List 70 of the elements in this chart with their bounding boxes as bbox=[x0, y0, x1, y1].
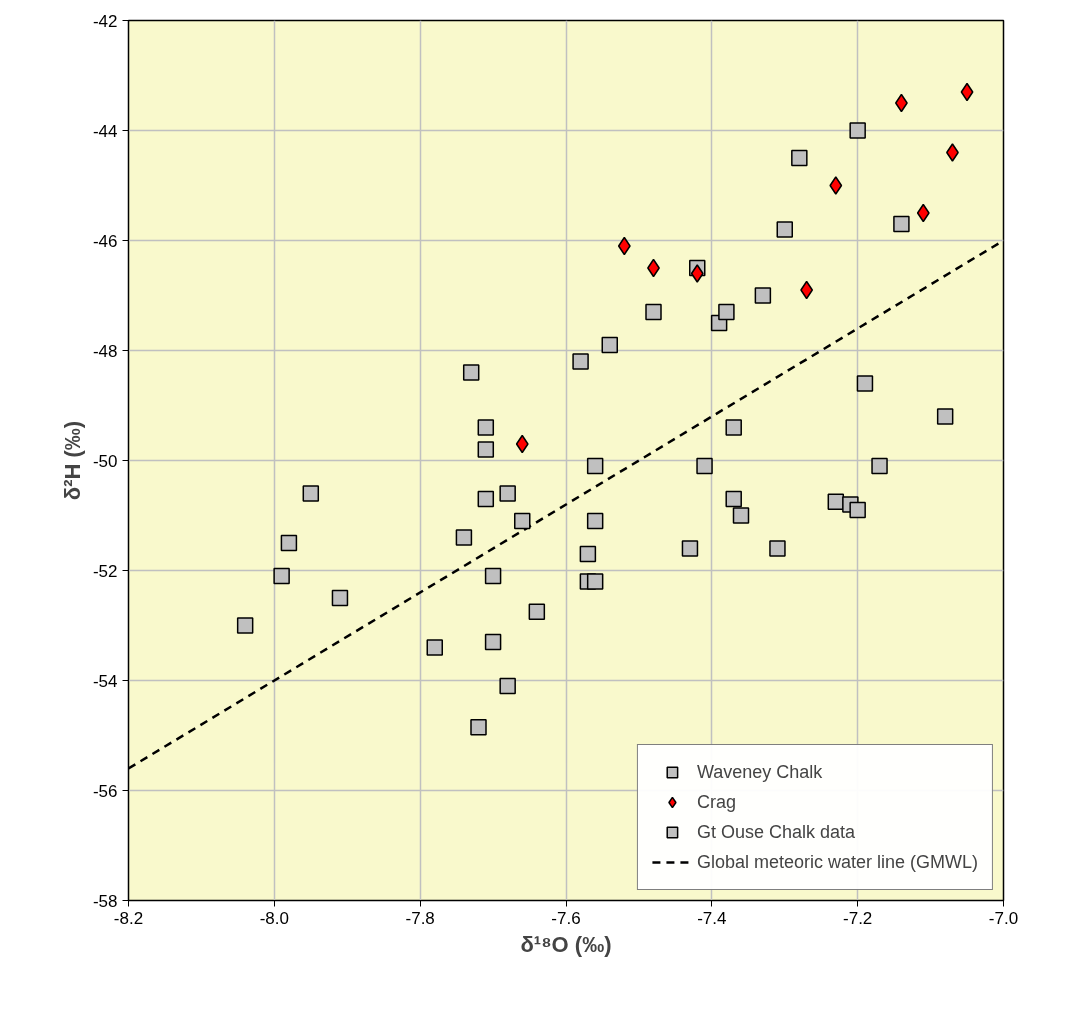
x-tick-label: -7.8 bbox=[405, 908, 435, 928]
point bbox=[936, 408, 954, 425]
point bbox=[893, 215, 910, 233]
point bbox=[696, 457, 713, 475]
legend-label: Waveney Chalk bbox=[696, 761, 823, 783]
y-tick-label: -52 bbox=[92, 561, 118, 581]
point bbox=[470, 719, 487, 736]
legend-label: Global meteoric water line (GMWL) bbox=[696, 851, 978, 873]
point bbox=[871, 457, 888, 475]
point bbox=[856, 375, 874, 392]
point bbox=[769, 540, 786, 557]
point bbox=[302, 485, 320, 502]
legend-label: Crag bbox=[696, 791, 736, 813]
x-tick-label: -7.4 bbox=[697, 908, 727, 928]
y-tick-label: -46 bbox=[92, 231, 118, 251]
point bbox=[515, 434, 529, 454]
point bbox=[849, 122, 866, 139]
y-tick-label: -42 bbox=[92, 11, 118, 31]
point bbox=[601, 336, 618, 354]
point bbox=[280, 534, 298, 552]
point bbox=[725, 490, 742, 508]
y-axis-title: δ²H (‰) bbox=[59, 420, 85, 501]
point bbox=[484, 567, 502, 585]
point bbox=[477, 490, 495, 508]
point bbox=[462, 364, 480, 381]
x-tick-label: -8.0 bbox=[259, 908, 289, 928]
x-axis-title: δ¹⁸O (‰) bbox=[520, 931, 612, 957]
point bbox=[331, 589, 349, 607]
point bbox=[426, 639, 443, 656]
y-tick-label: -54 bbox=[92, 671, 118, 691]
point bbox=[754, 287, 772, 304]
x-tick-label: -7.6 bbox=[551, 908, 581, 928]
point bbox=[499, 677, 516, 695]
point bbox=[455, 529, 473, 546]
legend-label: Gt Ouse Chalk data bbox=[696, 821, 856, 843]
point bbox=[681, 540, 699, 557]
point bbox=[829, 176, 843, 195]
point bbox=[776, 221, 793, 238]
point bbox=[690, 264, 704, 283]
point bbox=[484, 633, 502, 651]
point bbox=[499, 485, 516, 502]
x-tick-label: -7.2 bbox=[843, 908, 873, 928]
y-tick-label: -50 bbox=[92, 451, 118, 471]
x-tick-label: -7.0 bbox=[988, 908, 1019, 928]
point bbox=[528, 603, 546, 620]
x-tick-label: -8.2 bbox=[113, 908, 144, 928]
point bbox=[477, 419, 495, 436]
point bbox=[725, 419, 742, 436]
point bbox=[732, 507, 750, 524]
point bbox=[236, 617, 254, 634]
point bbox=[514, 512, 531, 530]
y-tick-label: -58 bbox=[92, 891, 118, 911]
y-tick-label: -56 bbox=[92, 781, 118, 801]
point bbox=[477, 441, 495, 458]
point bbox=[579, 545, 597, 563]
y-tick-label: -44 bbox=[92, 121, 118, 141]
point bbox=[800, 280, 814, 300]
point bbox=[718, 303, 735, 321]
point bbox=[586, 573, 604, 590]
y-tick-label: -48 bbox=[92, 341, 118, 361]
point bbox=[273, 567, 290, 585]
point bbox=[572, 353, 589, 370]
point bbox=[960, 82, 974, 102]
point bbox=[849, 501, 866, 519]
point bbox=[645, 303, 662, 321]
point bbox=[617, 236, 631, 256]
point bbox=[586, 512, 604, 530]
point bbox=[916, 203, 930, 223]
point bbox=[586, 457, 604, 475]
point bbox=[791, 149, 808, 167]
